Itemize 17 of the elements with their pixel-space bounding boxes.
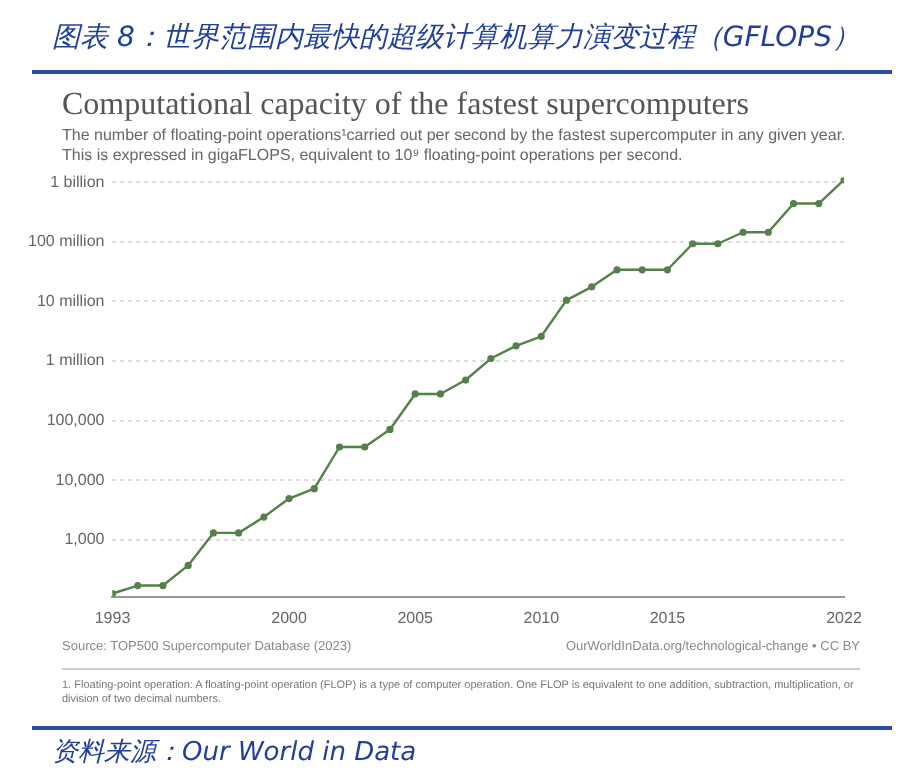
text: The number of floating-point operations¹carried out per second by the fastest supercomputer in any given year. This is expressed in gigaFLOPS, equivalent to 10⁹ floating-point operations per second.	[62, 126, 846, 166]
y-tick-label: 10 million	[36, 291, 105, 310]
x-tick-label: 2015	[649, 608, 687, 627]
x-tick-label: 2022	[826, 608, 863, 627]
x-tick-label: 2005	[397, 608, 435, 627]
text: 资料来源：Our World in Data	[52, 736, 417, 770]
chart-subtitle: Computational capacity of the fastest supercomputers	[62, 88, 749, 124]
x-tick-label: 2000	[271, 608, 308, 627]
y-tick-label: 10,000	[55, 470, 106, 489]
x-tick-label: 1993	[94, 608, 132, 627]
y-tick-label: 1 million	[45, 351, 105, 370]
y-tick-label: 100 million	[27, 232, 105, 251]
y-tick-label: 1 billion	[50, 172, 105, 191]
y-tick-label: 100,000	[46, 410, 106, 429]
y-tick-label: 1,000	[64, 530, 106, 549]
chart-title: 图表 8：世界范围内最快的超级计算机算力演变过程（GFLOPS）	[52, 20, 860, 56]
x-tick-label: 2010	[523, 608, 561, 627]
